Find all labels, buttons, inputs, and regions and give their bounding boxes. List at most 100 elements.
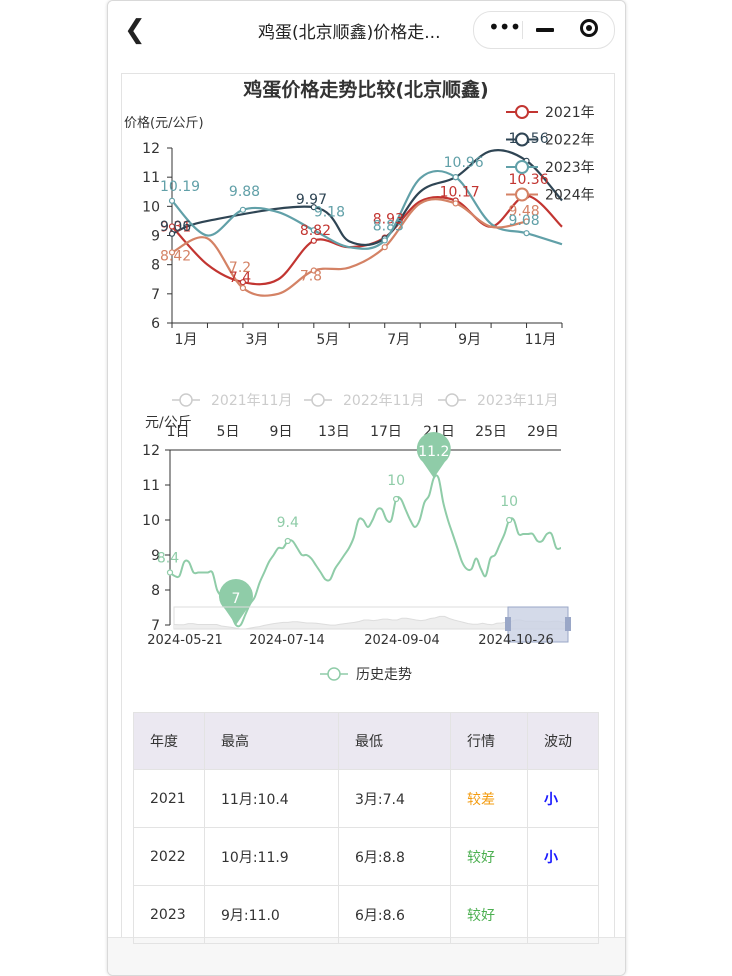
datazoom-label: 2024-05-21 [147,633,223,648]
data-point [239,206,247,213]
series-line-2024年 [171,198,527,297]
data-label: 8.93 [373,212,404,228]
data-point [168,197,176,204]
data-point [168,223,176,230]
markpoint-label: 11.2 [418,444,449,460]
table-cell: 较好 [450,885,528,944]
data-label: 8.4 [157,551,179,567]
markpoint-pin [416,432,451,478]
data-point [168,230,176,237]
table-cell: 较差 [450,769,528,828]
y-tick-label: 12 [142,141,160,157]
y-tick-label: 9 [151,229,160,245]
series-line-2022年 [171,149,563,247]
y-tick-label: 11 [142,478,160,494]
data-label: 8.83 [373,218,404,234]
data-label: 7.8 [300,269,322,285]
yearly-comparison-chart: 鸡蛋价格走势比较(北京顺鑫) 价格(元/公斤) 6 7 8 9 10 11 12 1月 3月 5月 7月… [124,78,595,348]
data-point [523,218,530,225]
legend-label: 2022年11月 [343,393,424,409]
data-point [310,204,317,211]
data-point [393,495,400,503]
table-row: 2022 10月:11.9 6月:8.8 较好小 [133,827,599,886]
data-label: 9.97 [296,192,327,208]
table-cell [527,885,599,944]
markpoint-label: 7 [231,591,240,607]
minimize-icon[interactable] [536,28,554,32]
chevron-left-icon[interactable]: ❮ [124,15,146,45]
y-tick-label: 11 [142,170,160,186]
stats-table: 年度 最高 最低 行情 波动 2021 11月:10.4 3月:7.4 较差小 2022… [133,712,599,944]
x-tick-label: 7月 [387,332,410,348]
data-label: 10.17 [440,185,480,201]
data-label: 7.2 [229,260,251,276]
legend-label: 2023年 [545,160,595,176]
data-point [310,267,317,274]
table-cell: 6月:8.6 [338,885,451,944]
x-tick-label: 3月 [245,332,268,348]
x-tick-label: 1月 [175,332,198,348]
table-row: 2023 9月:11.0 6月:8.6 较好 [133,885,599,944]
legend-marker [327,667,341,681]
header-low: 最低 [338,712,451,770]
legend-label: 2021年 [545,105,595,121]
data-point [239,279,247,286]
legend-marker [515,132,529,147]
top-x-tick-label: 5日 [217,424,240,440]
header-trend: 行情 [450,712,528,770]
capsule-divider [522,21,523,39]
data-label: 9.4 [277,515,299,531]
y-tick-label: 8 [151,583,160,599]
datazoom-handle-left [505,617,511,631]
y-tick-label: 6 [151,316,160,332]
nav-bar: ❮ 鸡蛋(北京顺鑫)价格走... ••• [108,1,625,57]
data-point [381,244,388,251]
data-label: 10 [387,473,405,489]
table-cell: 2021 [133,769,205,828]
legend-label: 2021年11月 [211,393,292,409]
x-tick-label: 11月 [525,332,557,348]
y-tick-label: 12 [142,443,160,459]
x-tick-label: 9月 [458,332,481,348]
data-label: 8.42 [160,248,191,264]
data-label: 9.31 [160,219,191,235]
legend-marker [445,393,459,407]
y-tick-label: 10 [142,199,160,215]
miniprogram-capsule: ••• [473,11,615,49]
table-cell: 6月:8.8 [338,827,451,886]
data-point [506,516,513,524]
data-label: 10.96 [444,155,484,171]
y-axis-label: 价格(元/公斤) [124,115,204,131]
y-tick-label: 9 [151,548,160,564]
legend-marker [515,105,529,119]
data-point [310,227,317,234]
table-cell: 10月:11.9 [204,827,339,886]
datazoom-label: 2024-09-04 [364,633,440,648]
table-cell: 11月:10.4 [204,769,339,828]
table-cell: 较好 [450,827,528,886]
y-tick-label: 7 [151,287,160,303]
legend-marker [179,393,193,407]
top-x-tick-label: 1日 [167,424,190,440]
data-label: 8.82 [300,223,331,239]
top-x-tick-label: 13日 [318,424,350,440]
header-high: 最高 [204,712,339,770]
table-cell: 2022 [133,827,205,886]
data-label: 9.08 [509,213,540,229]
legend-label: 历史走势 [356,667,412,683]
data-point [166,569,174,576]
table-row: 2021 11月:10.4 3月:7.4 较差小 [133,769,599,828]
chart-title: 鸡蛋价格走势比较(北京顺鑫) [242,78,488,101]
y-tick-label: 10 [142,513,160,529]
data-point [168,249,176,256]
legend-marker [515,187,529,202]
data-label: 10 [500,494,518,510]
more-dots-icon[interactable]: ••• [488,15,521,39]
y-tick-label: 7 [151,618,160,634]
close-target-icon[interactable] [580,19,598,37]
data-label: 7.4 [229,270,251,286]
data-label: 9.88 [229,184,260,200]
data-point [452,174,459,181]
data-point [284,537,291,545]
page-title: 鸡蛋(北京顺鑫)价格走... [258,23,441,43]
